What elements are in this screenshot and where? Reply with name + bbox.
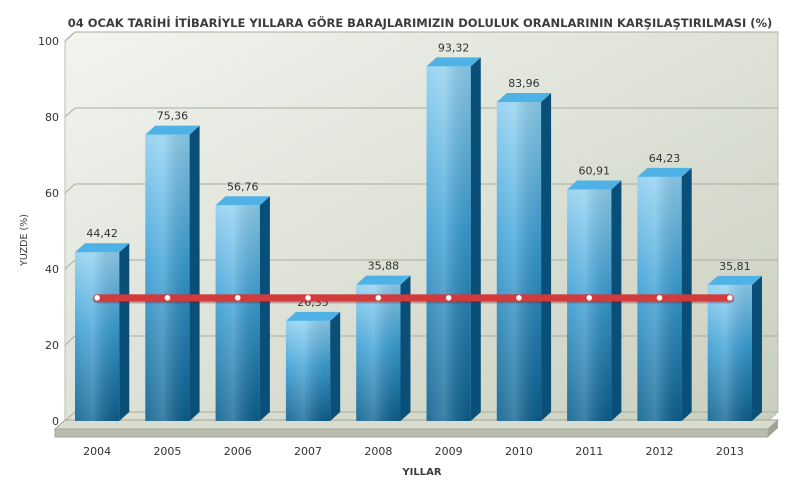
reference-line-marker xyxy=(94,294,101,301)
bar-top xyxy=(567,180,622,190)
x-tick-label: 2012 xyxy=(646,445,674,458)
bar-top xyxy=(285,311,341,321)
y-tick-label: 100 xyxy=(38,35,59,48)
bar-shine xyxy=(707,284,752,421)
bar-side xyxy=(259,196,270,421)
x-tick-label: 2011 xyxy=(575,445,603,458)
gridline-diagonal xyxy=(64,259,76,270)
bar-top xyxy=(145,125,200,135)
bar-shine xyxy=(426,66,471,421)
reference-line xyxy=(92,294,735,304)
x-axis-title: YILLAR xyxy=(401,467,441,478)
x-tick-label: 2006 xyxy=(224,445,252,458)
bar-side xyxy=(119,243,130,421)
bar-value-label: 64,23 xyxy=(649,152,681,165)
y-tick-label: 40 xyxy=(45,263,59,276)
bar-value-label: 56,76 xyxy=(227,180,259,193)
bar-side xyxy=(400,275,411,421)
bar: 35,88 xyxy=(356,260,411,421)
y-tick-label: 20 xyxy=(45,339,59,352)
bar-shine xyxy=(356,284,401,421)
bar: 60,91 xyxy=(567,165,622,421)
bar-shine xyxy=(145,134,190,421)
reference-line-marker xyxy=(305,294,311,301)
bar-shine xyxy=(75,252,120,421)
bar: 64,23 xyxy=(637,152,692,421)
bar-value-label: 35,88 xyxy=(368,260,400,273)
bar-shine xyxy=(215,205,260,421)
bar-side xyxy=(470,57,481,421)
reference-line-marker xyxy=(375,294,382,301)
bar-side xyxy=(541,92,552,422)
bar-top xyxy=(637,167,692,177)
bar: 44,42 xyxy=(75,227,130,421)
y-tick-label: 60 xyxy=(45,187,59,200)
gridline-diagonal xyxy=(64,183,76,194)
bar-side xyxy=(330,311,341,421)
bar-top xyxy=(496,92,552,102)
y-axis: 0 20 40 60 80 100 xyxy=(38,35,59,428)
bar-value-label: 44,42 xyxy=(86,227,118,240)
x-tick-label: 2008 xyxy=(364,445,392,458)
gridline-diagonal xyxy=(64,335,76,346)
bar-top xyxy=(356,275,411,285)
reference-line-marker xyxy=(656,294,663,301)
floor-front xyxy=(54,428,769,438)
reference-line-marker xyxy=(586,294,593,301)
bar-value-label: 35,81 xyxy=(719,260,751,273)
bar-shine xyxy=(567,189,612,421)
reference-line-marker xyxy=(234,294,241,301)
bar-side xyxy=(189,125,200,421)
chart-title: 04 OCAK TARİHİ İTİBARİYLE YILLARA GÖRE B… xyxy=(68,15,773,30)
bar-top xyxy=(707,275,762,285)
x-tick-label: 2007 xyxy=(294,445,322,458)
gridline-diagonal xyxy=(64,107,76,118)
y-tick-label: 80 xyxy=(45,111,59,124)
gridline-diagonal xyxy=(64,31,76,42)
y-axis-title: YUZDE (%) xyxy=(19,214,30,267)
reference-line-marker xyxy=(726,294,733,301)
x-tick-label: 2009 xyxy=(435,445,463,458)
bar-top xyxy=(426,57,481,67)
bar-top xyxy=(75,243,130,253)
bar: 83,96 xyxy=(496,77,552,422)
x-tick-label: 2005 xyxy=(153,445,181,458)
bar: 75,36 xyxy=(145,110,200,421)
floor-side xyxy=(768,420,778,437)
reference-line-marker xyxy=(164,294,171,301)
bar-value-label: 60,91 xyxy=(579,165,611,178)
floor-top xyxy=(53,419,780,430)
bar: 26,35 xyxy=(285,296,341,421)
reference-line-marker xyxy=(516,294,522,301)
x-tick-label: 2013 xyxy=(716,445,744,458)
x-tick-label: 2010 xyxy=(505,445,533,458)
x-tick-label: 2004 xyxy=(83,445,111,458)
bar: 35,81 xyxy=(707,260,762,421)
bar-value-label: 75,36 xyxy=(157,110,189,123)
bar-value-label: 83,96 xyxy=(508,77,540,90)
bar-top xyxy=(215,196,270,206)
x-axis: 2004 2005 2006 2007 2008 2009 2010 2011 2012 2013 xyxy=(83,445,744,458)
bar-shine xyxy=(496,101,542,422)
bar-value-label: 93,32 xyxy=(438,41,470,54)
reference-line-marker xyxy=(445,294,452,301)
bar: 93,32 xyxy=(426,41,481,421)
bar-shine xyxy=(285,320,331,421)
bar-side xyxy=(751,275,762,421)
y-tick-label: 0 xyxy=(52,415,59,428)
bar: 56,76 xyxy=(215,180,270,421)
